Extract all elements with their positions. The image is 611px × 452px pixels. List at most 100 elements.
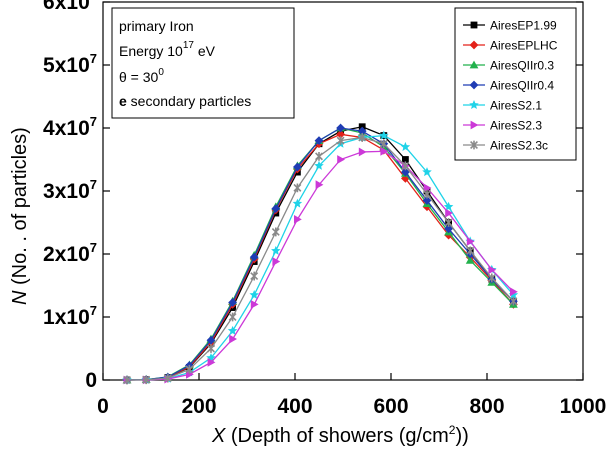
data-point <box>207 344 215 353</box>
data-point <box>229 334 237 344</box>
y-axis-label: N (No. . of particles) <box>9 127 31 305</box>
data-point <box>206 335 216 345</box>
data-point <box>227 325 238 335</box>
data-point <box>336 123 345 133</box>
data-point <box>401 167 410 177</box>
data-point <box>123 375 131 385</box>
data-point <box>358 123 366 131</box>
data-point <box>358 133 367 142</box>
data-point <box>466 237 475 246</box>
data-point <box>293 183 302 193</box>
legend-marker <box>470 21 478 29</box>
data-point <box>250 300 259 309</box>
data-point <box>228 312 237 322</box>
y-tick-label: 2x107 <box>43 240 97 266</box>
y-ticks: 0 1x107 2x107 3x107 4x107 5x107 6x107 <box>43 0 583 392</box>
x-axis-end: )) <box>455 425 468 447</box>
data-point <box>294 214 302 224</box>
data-point <box>465 255 475 264</box>
x-axis-var: X <box>211 425 226 447</box>
data-point <box>271 227 280 237</box>
data-point <box>336 129 345 139</box>
data-point <box>314 160 324 170</box>
data-point <box>445 208 453 218</box>
legend-item: AiresS2.1 <box>463 99 542 113</box>
annotation-energy-exp: 17 <box>183 40 195 51</box>
y-tick-label: 1x107 <box>43 303 97 329</box>
legend-item: AiresEPLHC <box>463 39 558 53</box>
legend-marker <box>470 140 478 150</box>
data-point <box>357 126 367 136</box>
annotation-frame <box>111 7 295 119</box>
data-point <box>510 287 518 297</box>
y-tick-label: 0 <box>85 369 97 392</box>
series-layer <box>122 123 519 385</box>
legend-label: AiresS2.1 <box>490 99 542 113</box>
annotation-angle-deg: 0 <box>158 67 164 78</box>
data-point <box>186 369 194 379</box>
legend-label: AiresQIIr0.4 <box>490 79 554 93</box>
data-point <box>185 364 194 374</box>
data-point <box>271 245 281 255</box>
x-axis-sup: 2 <box>449 423 456 437</box>
x-tick-label: 0 <box>97 395 109 418</box>
legend-marker <box>469 80 479 90</box>
data-point <box>315 180 324 190</box>
legend-label: AiresEPLHC <box>490 39 558 53</box>
data-point <box>358 147 367 157</box>
annotation-particle-symbol: e <box>119 93 127 109</box>
data-point <box>163 373 172 383</box>
legend-label: AiresS2.3 <box>490 119 542 133</box>
legend-items: AiresEP1.99 AiresEPLHC AiresQIIr0.3 AiresQI… <box>463 19 558 153</box>
annotation-line-4: e secondary particles <box>119 93 251 109</box>
annotation-angle: θ = 30 <box>119 69 159 85</box>
legend-item: AiresEP1.99 <box>463 19 557 33</box>
data-point <box>488 265 497 275</box>
x-axis-text: (Depth of showers (g/cm <box>225 425 448 447</box>
annotation-box: primary Iron Energy 1017 eV θ = 300 e se… <box>111 7 295 119</box>
data-point <box>509 296 518 306</box>
x-tick-label: 800 <box>469 395 504 418</box>
data-point <box>250 271 259 281</box>
annotation-particle-text: secondary particles <box>127 93 252 109</box>
data-point <box>423 189 431 199</box>
y-tick-label: 5x107 <box>43 51 97 77</box>
legend-item: AiresS2.3c <box>463 139 548 153</box>
data-point <box>249 289 259 299</box>
legend: AiresEP1.99 AiresEPLHC AiresQIIr0.3 AiresQI… <box>454 7 577 161</box>
annotation-energy-unit: eV <box>194 43 216 59</box>
x-ticks: 0 200 400 600 800 1000 <box>97 373 606 418</box>
data-point <box>272 257 281 266</box>
legend-marker <box>469 40 479 50</box>
data-point <box>422 196 432 205</box>
legend-label: AiresEP1.99 <box>490 19 557 33</box>
data-point <box>249 252 259 262</box>
data-point <box>379 130 389 140</box>
data-point <box>487 273 496 283</box>
data-point <box>402 156 409 163</box>
data-point <box>293 162 302 172</box>
data-point <box>315 151 323 161</box>
data-point <box>423 183 432 193</box>
x-tick-label: 600 <box>373 395 408 418</box>
data-point <box>444 224 453 234</box>
annotation-line-2: Energy 1017 eV <box>119 40 216 59</box>
annotation-line-1: primary Iron <box>119 18 194 34</box>
x-tick-label: 400 <box>277 395 312 418</box>
annotation-line-3: θ = 300 <box>119 67 164 85</box>
legend-marker <box>469 100 479 110</box>
legend-marker <box>470 120 479 130</box>
data-point <box>380 146 389 156</box>
x-axis-label: X (Depth of showers (g/cm2)) <box>211 423 469 447</box>
x-tick-label: 200 <box>181 395 216 418</box>
legend-item: AiresS2.3 <box>463 119 542 133</box>
data-point <box>142 375 151 385</box>
data-point <box>508 289 519 299</box>
data-point <box>422 167 432 177</box>
data-point <box>444 218 453 227</box>
y-axis-var: N <box>9 290 31 305</box>
data-point <box>336 136 345 145</box>
data-point <box>401 161 410 171</box>
